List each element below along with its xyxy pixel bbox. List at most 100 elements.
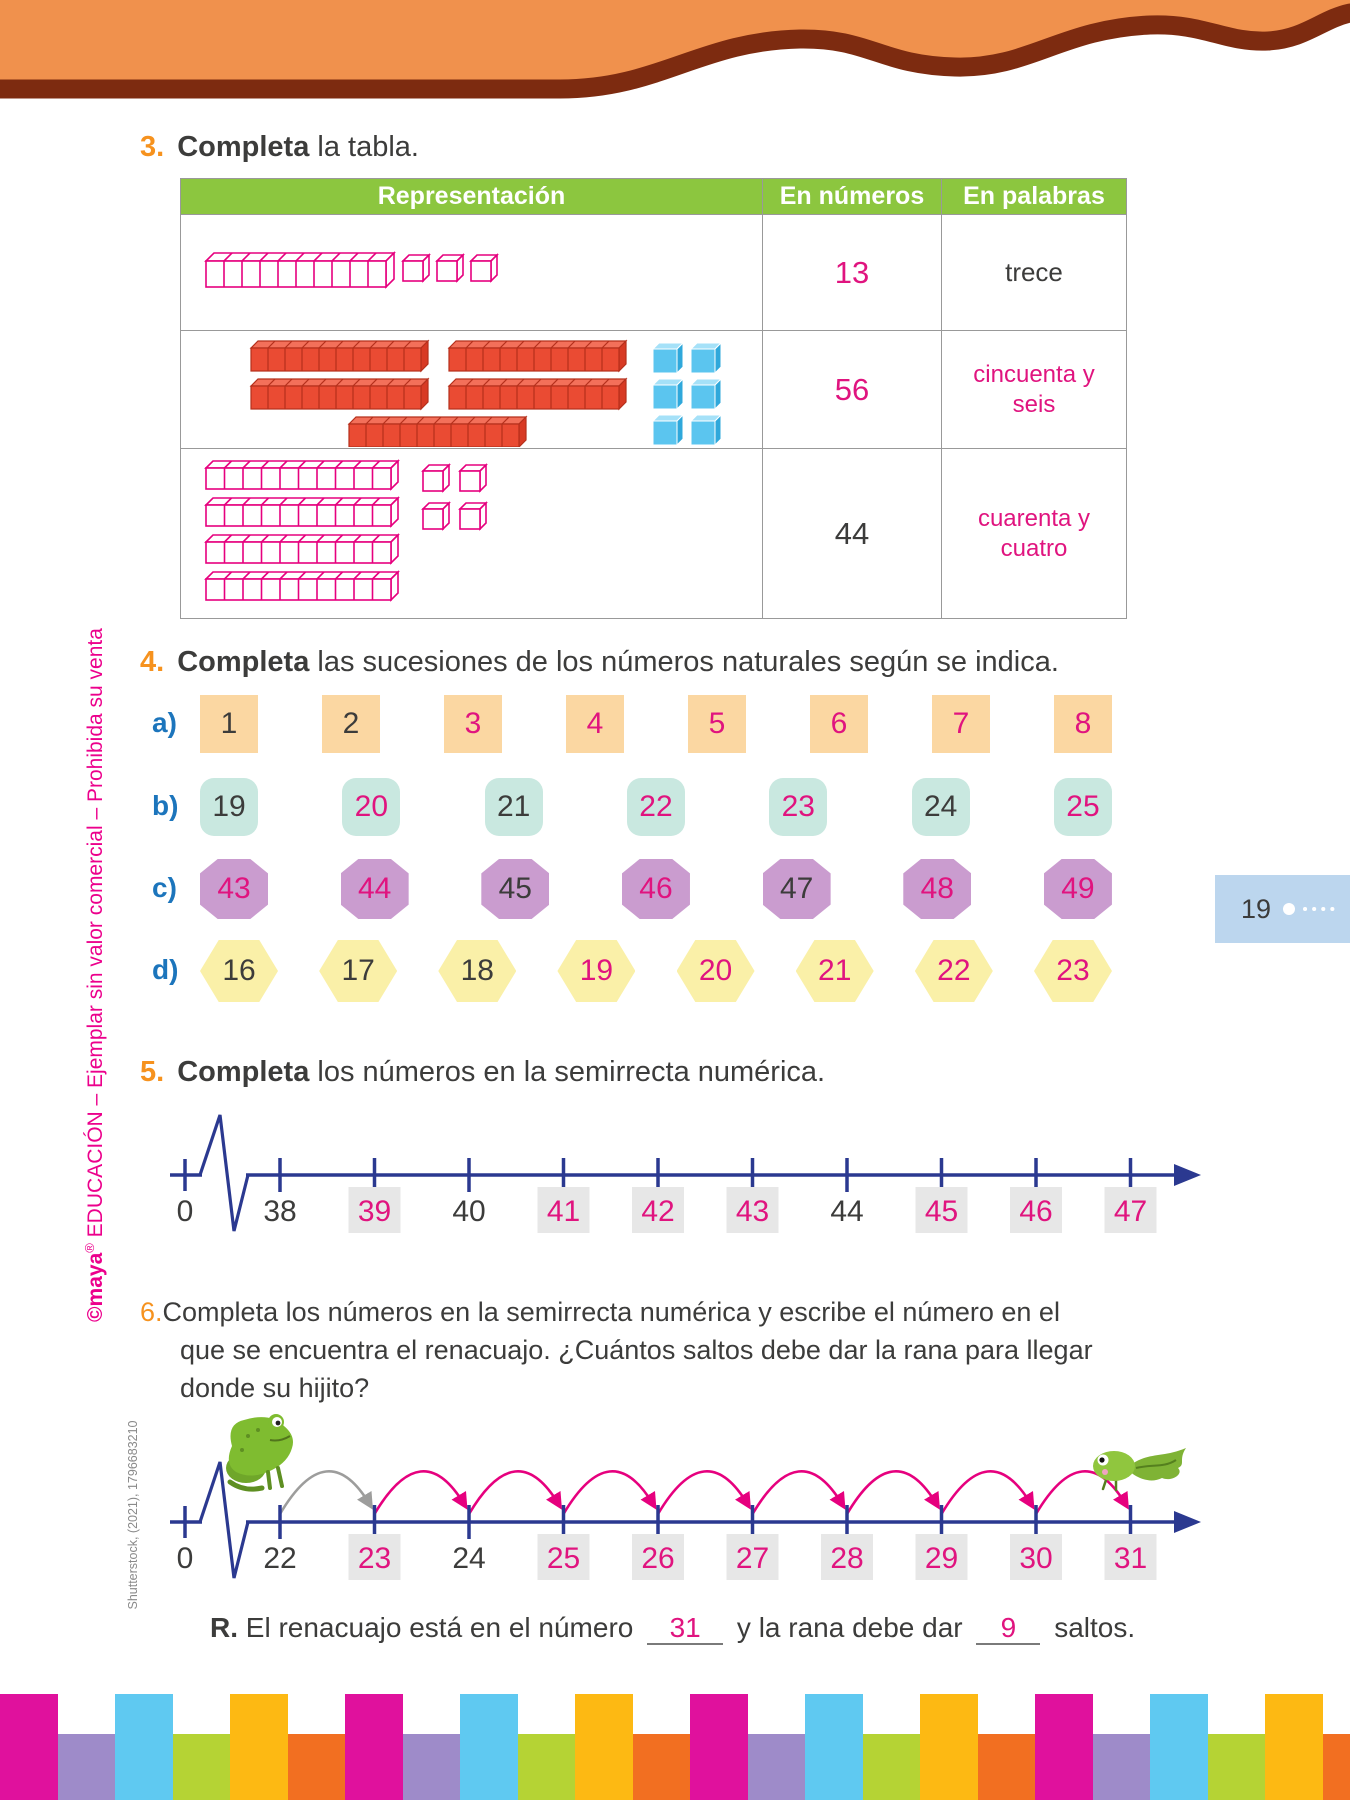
en-palabras-cell[interactable]: cincuenta y seis <box>942 331 1126 449</box>
sequence-item[interactable]: 20 <box>676 940 755 1002</box>
exercise-3-rest: la tabla. <box>309 131 419 163</box>
answer-prefix: R. <box>210 1612 238 1643</box>
sequence-item[interactable]: 19 <box>557 940 636 1002</box>
table-header-cell: En números <box>763 179 942 215</box>
sequence-item: 1 <box>200 695 258 753</box>
sequence-item: 47 <box>762 859 831 919</box>
answer-box[interactable] <box>632 1187 684 1233</box>
stripe <box>115 1694 173 1800</box>
sequence-item[interactable]: 22 <box>914 940 993 1002</box>
registered-mark: ® <box>82 1243 97 1253</box>
tick-label: 25 <box>547 1542 580 1575</box>
frog-illustration <box>226 1414 293 1492</box>
en-numeros-cell[interactable]: 56 <box>763 331 942 449</box>
sequence-item[interactable]: 20 <box>342 778 401 836</box>
jump-arc <box>940 1470 1035 1515</box>
sequence-item[interactable]: 5 <box>688 695 746 753</box>
answer-box[interactable] <box>726 1534 779 1580</box>
stripe <box>57 1734 115 1800</box>
exercise-5-number: 5. <box>140 1056 165 1088</box>
answer-box[interactable] <box>821 1534 873 1580</box>
jump-arc <box>845 1470 940 1515</box>
tick-label: 40 <box>452 1195 485 1228</box>
sequence-item: 24 <box>911 778 970 836</box>
sequence-item[interactable]: 23 <box>1033 940 1112 1002</box>
sequence-item[interactable]: 48 <box>903 859 972 919</box>
exercise-3-verb: Completa <box>177 131 310 163</box>
en-numeros-cell[interactable]: 13 <box>763 215 942 331</box>
sequence-item[interactable]: 46 <box>621 859 690 919</box>
stripe <box>1035 1694 1093 1800</box>
jump-arc <box>467 1470 562 1515</box>
exercise-5-verb: Completa <box>177 1056 310 1088</box>
sequence-label-b: b) <box>152 790 179 821</box>
sequence-item[interactable]: 4 <box>566 695 624 753</box>
sequence-row-b: 19 20 21 22 23 24 25 <box>200 776 1112 838</box>
base-ten-blocks <box>204 459 488 602</box>
stripe <box>632 1734 690 1800</box>
table-header-cell: En palabras <box>942 179 1126 215</box>
jump-arc <box>278 1470 373 1515</box>
answer-box[interactable] <box>1010 1534 1062 1580</box>
tick-label: 42 <box>641 1195 674 1228</box>
representation-cell <box>181 331 763 449</box>
sequence-item[interactable]: 49 <box>1043 859 1112 919</box>
stripe <box>172 1734 230 1800</box>
sequence-item[interactable]: 21 <box>795 940 874 1002</box>
representation-cell <box>181 449 763 618</box>
sequence-item[interactable]: 6 <box>810 695 868 753</box>
sequence-item: 2 <box>322 695 380 753</box>
sequence-item[interactable]: 25 <box>1053 778 1112 836</box>
answer-box[interactable] <box>915 1187 968 1233</box>
exercise-3-number: 3. <box>140 131 165 163</box>
sequence-item[interactable]: 7 <box>932 695 990 753</box>
answer-blank-jumps[interactable]: 9 <box>976 1613 1041 1645</box>
page-number: 19 <box>1241 893 1272 924</box>
copyright-notice: EDUCACIÓN – Ejemplar sin valor comercial… <box>84 628 107 1244</box>
sequence-label-a: a) <box>152 707 177 738</box>
sequence-item[interactable]: 3 <box>444 695 502 753</box>
exercise-6-mid: los números en la semirrecta numérica y <box>278 1297 780 1327</box>
tick-label: 38 <box>263 1195 296 1228</box>
answer-box[interactable] <box>348 1534 401 1580</box>
answer-box[interactable] <box>1104 1534 1157 1580</box>
answer-box[interactable] <box>1104 1187 1157 1233</box>
tick-label: 22 <box>263 1542 296 1575</box>
zero-label: 0 <box>177 1195 194 1228</box>
en-numeros-cell[interactable]: 44 <box>763 449 942 618</box>
tick-label: 41 <box>547 1195 580 1228</box>
stripe <box>690 1694 748 1800</box>
answer-box[interactable] <box>632 1534 684 1580</box>
jump-arc <box>751 1470 846 1515</box>
tick-label: 44 <box>830 1195 863 1228</box>
zero-label: 0 <box>177 1542 194 1575</box>
answer-box[interactable] <box>348 1187 401 1233</box>
stripe <box>345 1694 403 1800</box>
sidebar-copyright-text: ©maya® EDUCACIÓN – Ejemplar sin valor co… <box>82 565 108 1385</box>
answer-box[interactable] <box>537 1187 590 1233</box>
answer-box[interactable] <box>1010 1187 1062 1233</box>
en-palabras-cell[interactable]: cuarenta y cuatro <box>977 504 1091 562</box>
sequence-item[interactable]: 44 <box>340 859 409 919</box>
tick-label: 28 <box>830 1542 863 1575</box>
exercise-6-verb: Completa <box>162 1297 279 1327</box>
en-palabras-cell[interactable]: trece <box>942 215 1126 331</box>
exercise-4-number: 4. <box>140 646 165 678</box>
number-line-6: 0 22 23 24 25 26 27 28 29 30 31 <box>170 1414 1201 1580</box>
answer-box[interactable] <box>537 1534 590 1580</box>
table-header-cell: Representación <box>181 179 763 215</box>
sequence-item[interactable]: 22 <box>626 778 685 836</box>
tick-label: 47 <box>1114 1195 1147 1228</box>
stripe <box>1150 1694 1208 1800</box>
answer-box[interactable] <box>726 1187 779 1233</box>
page-number-tab: 19 <box>1215 875 1350 943</box>
exercise-4-heading: 4. Completa las sucesiones de los números… <box>140 646 1059 679</box>
tick-label: 29 <box>925 1542 958 1575</box>
exercise-6-line3: donde su hijito? <box>180 1373 370 1403</box>
sequence-item[interactable]: 43 <box>200 859 268 919</box>
sequence-item[interactable]: 8 <box>1054 695 1112 753</box>
sequence-item[interactable]: 23 <box>769 778 828 836</box>
answer-blank-number[interactable]: 31 <box>647 1613 724 1645</box>
tick-label: 26 <box>641 1542 674 1575</box>
answer-box[interactable] <box>915 1534 968 1580</box>
